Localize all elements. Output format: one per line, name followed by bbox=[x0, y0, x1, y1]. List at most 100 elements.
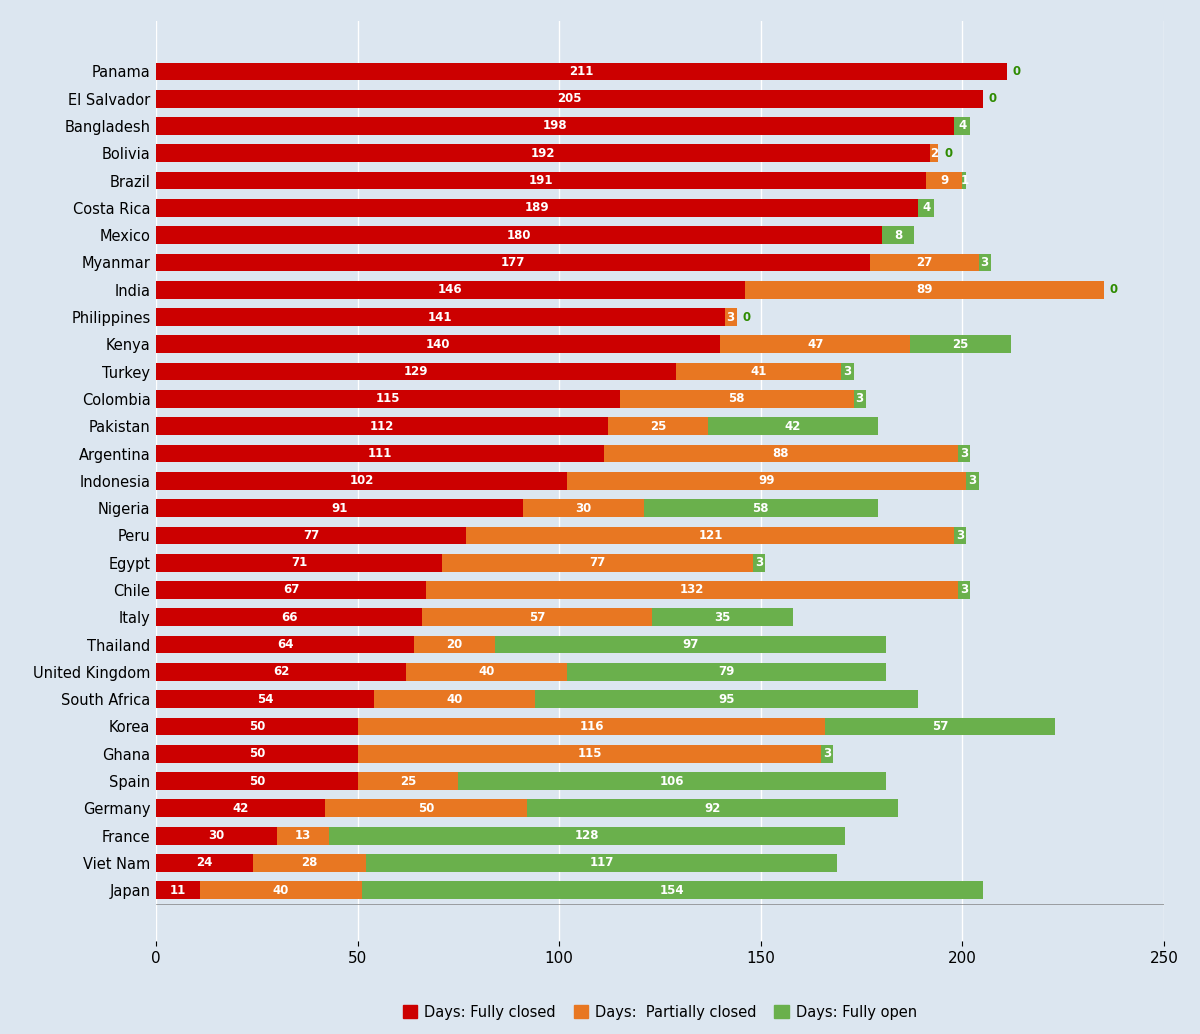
Text: 154: 154 bbox=[660, 884, 684, 896]
Bar bbox=[414, 636, 494, 653]
Text: 71: 71 bbox=[292, 556, 307, 569]
Bar bbox=[959, 581, 971, 599]
Text: 2: 2 bbox=[930, 147, 938, 160]
Text: 0: 0 bbox=[1013, 65, 1021, 78]
Text: 3: 3 bbox=[726, 310, 734, 324]
Bar bbox=[752, 554, 764, 572]
Bar bbox=[156, 854, 253, 872]
Text: 115: 115 bbox=[577, 748, 601, 760]
Text: 177: 177 bbox=[500, 256, 526, 269]
Bar bbox=[652, 608, 793, 627]
Bar bbox=[156, 499, 523, 517]
Bar bbox=[607, 418, 708, 435]
Text: 0: 0 bbox=[1110, 283, 1117, 297]
Text: 40: 40 bbox=[446, 693, 462, 705]
Text: 111: 111 bbox=[367, 447, 392, 460]
Bar bbox=[568, 663, 886, 680]
Text: 50: 50 bbox=[248, 774, 265, 788]
Text: 91: 91 bbox=[331, 501, 348, 515]
Text: 3: 3 bbox=[844, 365, 852, 378]
Text: 54: 54 bbox=[257, 693, 274, 705]
Text: 24: 24 bbox=[196, 856, 212, 870]
Text: 47: 47 bbox=[808, 338, 823, 351]
Text: 189: 189 bbox=[524, 202, 550, 214]
Bar bbox=[156, 335, 720, 354]
Text: 20: 20 bbox=[446, 638, 462, 651]
Bar bbox=[156, 691, 373, 708]
Bar bbox=[253, 854, 366, 872]
Text: 28: 28 bbox=[301, 856, 318, 870]
Bar bbox=[422, 608, 652, 627]
Text: 3: 3 bbox=[823, 748, 832, 760]
Text: 3: 3 bbox=[960, 583, 968, 597]
Bar bbox=[467, 526, 954, 544]
Text: 64: 64 bbox=[277, 638, 293, 651]
Text: 132: 132 bbox=[680, 583, 704, 597]
Bar bbox=[329, 827, 846, 845]
Text: 3: 3 bbox=[755, 556, 763, 569]
Bar bbox=[156, 253, 870, 271]
Bar bbox=[156, 581, 426, 599]
Text: 205: 205 bbox=[557, 92, 582, 105]
Text: 3: 3 bbox=[980, 256, 989, 269]
Bar bbox=[644, 499, 877, 517]
Bar bbox=[156, 226, 882, 244]
Bar bbox=[676, 363, 841, 381]
Text: 95: 95 bbox=[719, 693, 734, 705]
Text: 58: 58 bbox=[752, 501, 769, 515]
Text: 128: 128 bbox=[575, 829, 600, 842]
Bar bbox=[882, 226, 914, 244]
Text: 198: 198 bbox=[542, 120, 568, 132]
Bar bbox=[277, 827, 329, 845]
Text: 40: 40 bbox=[272, 884, 289, 896]
Bar bbox=[156, 62, 1007, 81]
Bar bbox=[966, 472, 978, 490]
Bar bbox=[156, 718, 358, 735]
Bar bbox=[926, 172, 962, 189]
Text: 25: 25 bbox=[952, 338, 968, 351]
Bar bbox=[366, 854, 838, 872]
Bar bbox=[156, 526, 467, 544]
Bar bbox=[156, 445, 604, 462]
Bar bbox=[426, 581, 959, 599]
Bar bbox=[870, 253, 978, 271]
Text: 27: 27 bbox=[916, 256, 932, 269]
Bar bbox=[458, 772, 886, 790]
Text: 50: 50 bbox=[418, 801, 434, 815]
Text: 3: 3 bbox=[968, 475, 977, 487]
Bar bbox=[156, 145, 930, 162]
Bar bbox=[604, 445, 959, 462]
Text: 11: 11 bbox=[170, 884, 186, 896]
Bar bbox=[527, 799, 898, 817]
Text: 191: 191 bbox=[529, 174, 553, 187]
Bar bbox=[841, 363, 853, 381]
Bar bbox=[156, 744, 358, 763]
Bar bbox=[535, 691, 918, 708]
Bar bbox=[708, 418, 877, 435]
Text: 0: 0 bbox=[743, 310, 751, 324]
Bar bbox=[853, 390, 865, 407]
Text: 30: 30 bbox=[209, 829, 224, 842]
Legend: Days: Fully closed, Days:  Partially closed, Days: Fully open: Days: Fully closed, Days: Partially clos… bbox=[397, 999, 923, 1026]
Bar bbox=[358, 718, 826, 735]
Bar bbox=[910, 335, 1010, 354]
Bar bbox=[156, 554, 443, 572]
Bar bbox=[918, 199, 934, 217]
Text: 4: 4 bbox=[959, 120, 966, 132]
Text: 58: 58 bbox=[728, 393, 745, 405]
Text: 92: 92 bbox=[704, 801, 721, 815]
Text: 192: 192 bbox=[530, 147, 556, 160]
Bar bbox=[156, 772, 358, 790]
Bar bbox=[361, 881, 983, 900]
Bar bbox=[156, 172, 926, 189]
Bar bbox=[200, 881, 361, 900]
Text: 57: 57 bbox=[932, 720, 948, 733]
Text: 42: 42 bbox=[785, 420, 802, 432]
Bar bbox=[962, 172, 966, 189]
Text: 77: 77 bbox=[589, 556, 606, 569]
Text: 42: 42 bbox=[233, 801, 248, 815]
Bar bbox=[954, 117, 971, 134]
Bar bbox=[494, 636, 886, 653]
Text: 50: 50 bbox=[248, 720, 265, 733]
Bar bbox=[959, 445, 971, 462]
